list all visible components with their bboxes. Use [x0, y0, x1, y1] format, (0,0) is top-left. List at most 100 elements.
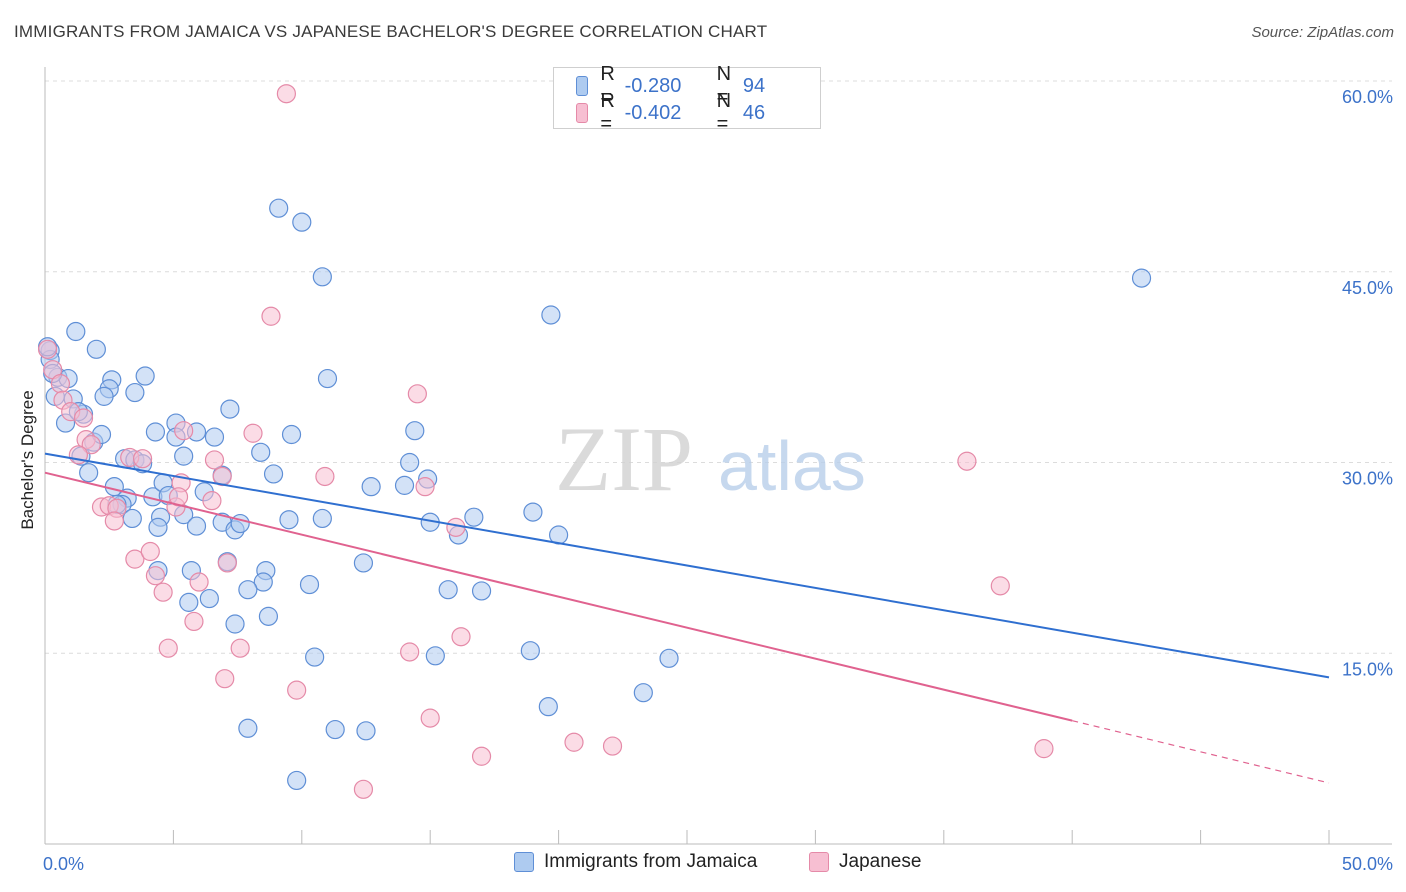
axes [44, 67, 1392, 845]
data-point [148, 517, 168, 537]
data-point [405, 421, 425, 441]
data-point [104, 511, 124, 531]
data-point [312, 267, 332, 287]
data-point [1034, 739, 1054, 759]
data-point [153, 582, 173, 602]
legend-r-value: -0.402 [624, 101, 682, 124]
legend-item-jamaica[interactable]: Immigrants from Jamaica [514, 851, 757, 873]
data-point [261, 306, 281, 326]
data-point [238, 580, 258, 600]
data-point [158, 638, 178, 658]
data-point [81, 435, 101, 455]
data-point [451, 627, 471, 647]
data-point [135, 366, 155, 386]
data-point [356, 721, 376, 741]
data-point [276, 84, 296, 104]
data-point [420, 708, 440, 728]
trend-line-japanese [44, 471, 1073, 722]
legend-r-value: -0.280 [624, 74, 682, 97]
series-jamaica-points [37, 198, 1152, 791]
watermark: ZIP atlas [555, 408, 866, 510]
legend-n-value: 46 [742, 101, 766, 124]
data-point [394, 475, 415, 495]
legend-item-japanese[interactable]: Japanese [809, 851, 921, 873]
data-point [287, 770, 307, 791]
data-point [73, 408, 94, 428]
x-tick-labels: 0.0% 50.0% [43, 854, 1393, 874]
legend-r-label: R = [600, 90, 615, 135]
data-point [220, 399, 240, 419]
y-tick-label: 30.0% [1342, 469, 1393, 489]
series-japanese-points [37, 84, 1054, 799]
legend-swatch-pink [576, 103, 589, 123]
data-point [253, 572, 273, 592]
data-point [471, 746, 492, 766]
data-point [523, 502, 543, 522]
data-point [281, 424, 302, 445]
legend-label-japanese: Japanese [839, 851, 922, 872]
gridlines [45, 80, 1392, 654]
legend-swatch-blue [514, 852, 534, 872]
legend-label-jamaica: Immigrants from Jamaica [544, 851, 758, 872]
data-point [305, 647, 325, 667]
source-credit: Source: ZipAtlas.com [1251, 24, 1394, 41]
data-point [66, 321, 86, 342]
data-point [464, 507, 484, 527]
x-tick-label: 0.0% [43, 854, 84, 874]
data-point [204, 427, 225, 447]
data-point [602, 736, 623, 756]
watermark-zip: ZIP [555, 408, 693, 510]
data-point [287, 680, 307, 700]
data-point [179, 592, 199, 612]
legend-n-label: N = [716, 90, 732, 135]
data-point [174, 421, 194, 441]
data-point [225, 614, 245, 634]
legend-n-value: 94 [742, 74, 766, 97]
data-point [633, 683, 653, 703]
y-tick-label: 60.0% [1342, 87, 1393, 107]
x-tick-label: 50.0% [1342, 854, 1393, 874]
data-point [215, 669, 235, 689]
data-point [186, 516, 207, 536]
legend-r-label: R = [600, 63, 615, 108]
data-point [520, 641, 540, 661]
data-point [425, 646, 445, 666]
data-point [94, 386, 114, 406]
data-point [564, 732, 584, 752]
data-point [140, 541, 160, 562]
data-point [317, 368, 338, 389]
data-point [230, 638, 250, 658]
data-point [361, 477, 381, 497]
data-point [315, 466, 335, 487]
data-point [263, 464, 284, 484]
legend-row-jamaica: R = -0.280 N = 94 [576, 63, 823, 108]
trend-line-jamaica [44, 452, 1330, 679]
data-point [251, 442, 271, 462]
watermark-atlas: atlas [718, 427, 866, 505]
trend-lines [44, 452, 1330, 784]
y-tick-labels: 15.0% 30.0% 45.0% 60.0% [1342, 87, 1393, 679]
data-point [312, 508, 332, 529]
data-point [145, 422, 166, 442]
data-point [325, 719, 345, 740]
data-point [292, 212, 312, 232]
data-point [202, 491, 222, 511]
trend-line-japanese-extension [1072, 720, 1330, 784]
y-tick-label: 45.0% [1342, 278, 1393, 298]
data-point [279, 510, 299, 530]
data-point [174, 446, 194, 466]
data-point [446, 517, 466, 537]
series-legend: Immigrants from Jamaica Japanese [0, 851, 1406, 877]
legend-swatch-blue [576, 76, 589, 96]
data-point [957, 451, 977, 471]
data-point [407, 384, 427, 404]
data-point [353, 553, 374, 573]
data-point [438, 580, 458, 600]
data-point [541, 305, 561, 325]
legend-n-label: N = [716, 63, 732, 108]
data-point [204, 450, 225, 470]
data-point [269, 198, 289, 218]
data-point [299, 574, 320, 595]
chart-title: IMMIGRANTS FROM JAMAICA VS JAPANESE BACH… [14, 22, 768, 41]
